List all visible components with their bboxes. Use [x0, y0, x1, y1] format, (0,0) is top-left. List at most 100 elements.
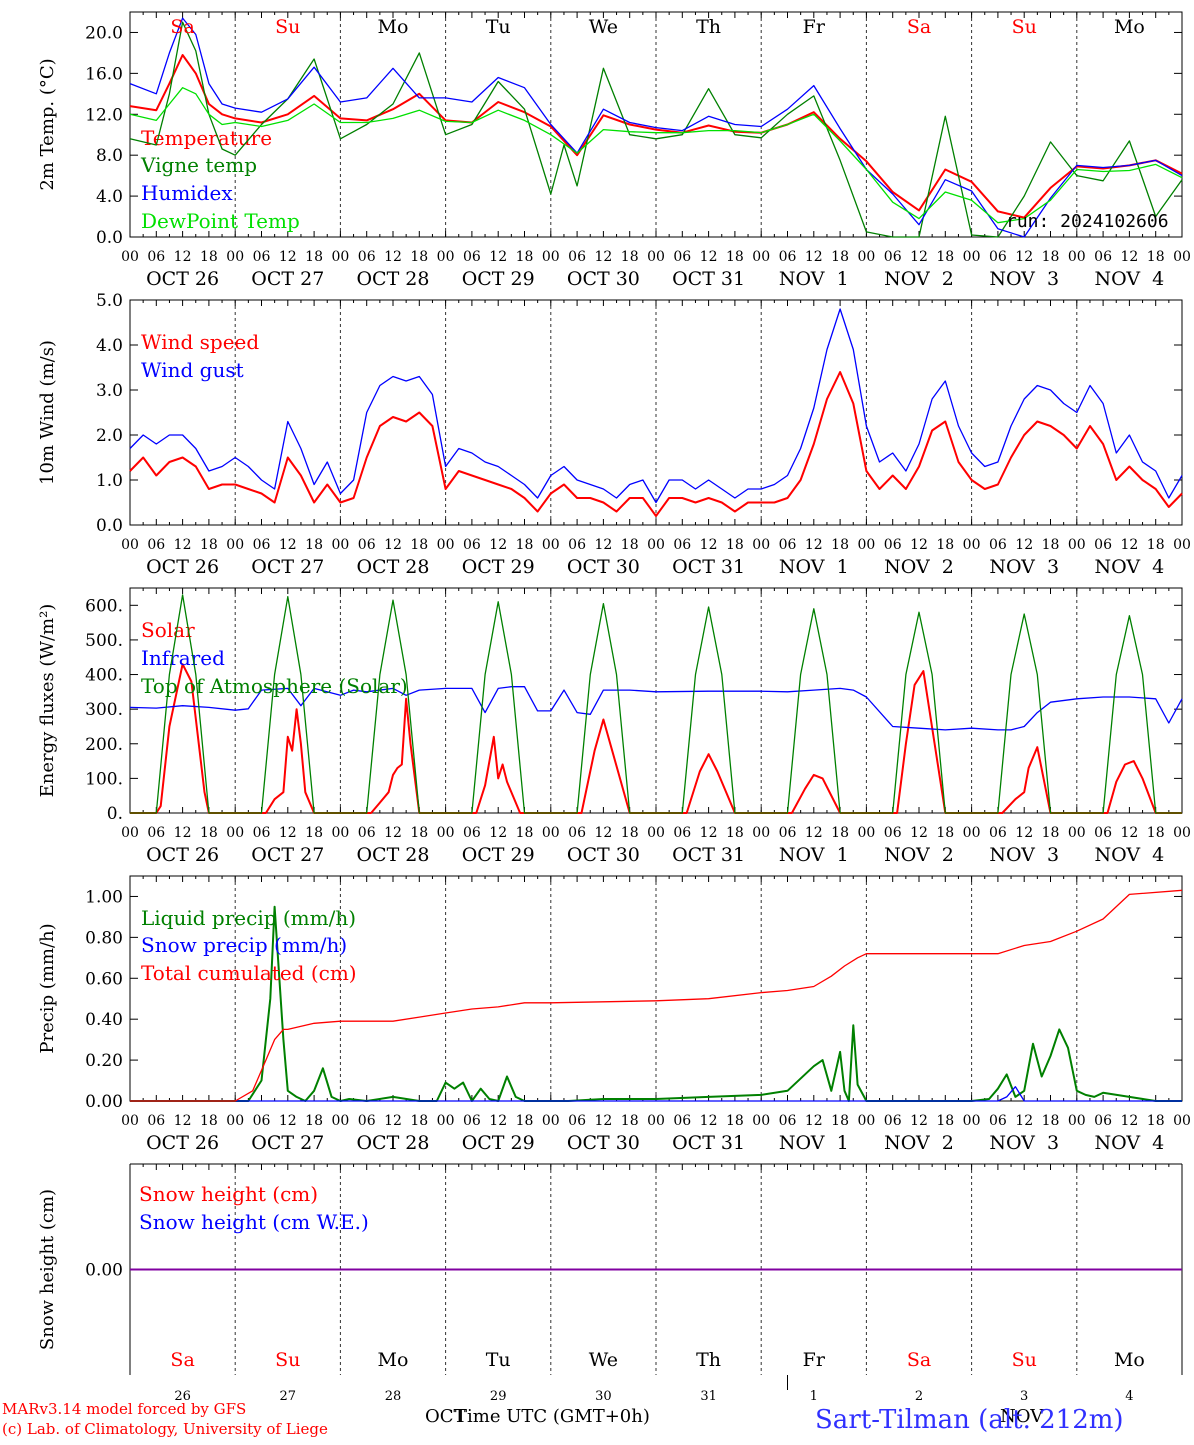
- series-line-infrared: [129, 686, 1183, 731]
- legend-entry: Snow height (cm W.E.): [139, 1210, 369, 1234]
- day-name: Th: [696, 16, 721, 38]
- x-axis-title: Time UTC (GMT+0h): [455, 1406, 650, 1427]
- date-label: OCT 27: [251, 844, 324, 866]
- date-label: OCT 29: [462, 268, 535, 290]
- hour-label: 06: [673, 1113, 691, 1129]
- hour-label: 12: [174, 537, 192, 553]
- hour-label: 00: [963, 537, 981, 553]
- hour-label: 12: [489, 825, 507, 841]
- hour-label: 12: [384, 537, 402, 553]
- hour-label: 12: [279, 537, 297, 553]
- hour-label: 18: [410, 537, 428, 553]
- date-label: OCT 30: [567, 844, 640, 866]
- hour-label: 06: [673, 537, 691, 553]
- hour-label: 00: [542, 1113, 560, 1129]
- hour-label: 18: [1147, 537, 1165, 553]
- y-tick-label: 5.0: [96, 291, 123, 311]
- hour-label: 06: [779, 249, 797, 265]
- y-tick-label: 0.0: [96, 228, 123, 248]
- hour-label: 00: [1173, 825, 1191, 841]
- y-tick-label: 600.: [85, 596, 123, 616]
- hour-label: 06: [884, 825, 902, 841]
- legend-entry: Infrared: [141, 646, 225, 670]
- date-label: NOV 1: [779, 844, 849, 866]
- hour-label: 00: [1068, 537, 1086, 553]
- hour-label: 18: [410, 825, 428, 841]
- hour-label: 06: [568, 825, 586, 841]
- hour-label: 06: [147, 249, 165, 265]
- hour-label: 00: [857, 1113, 875, 1129]
- hour-label: 18: [305, 825, 323, 841]
- day-name: Sa: [170, 16, 194, 38]
- hour-label: 00: [857, 537, 875, 553]
- panel-3: 0. 100. 200. 300. 400. 500. 600. Energy fluxes …: [37, 587, 1191, 866]
- hour-label: 06: [568, 249, 586, 265]
- date-label: NOV 1: [779, 556, 849, 578]
- panel-4: 0.00 0.20 0.40 0.60 0.80 1.00 Precip (mm/h) Liq…: [37, 875, 1191, 1154]
- hour-label: 18: [200, 249, 218, 265]
- series-line-temperature: [129, 54, 1183, 219]
- hour-label: 00: [752, 537, 770, 553]
- y-axis-label: 10m Wind (m/s): [37, 340, 58, 485]
- y-tick-label: 0.00: [85, 1092, 123, 1112]
- day-number: 30: [595, 1389, 612, 1404]
- date-label: OCT 28: [356, 556, 429, 578]
- hour-label: 12: [1015, 825, 1033, 841]
- hour-label: 06: [884, 537, 902, 553]
- hour-label: 06: [884, 1113, 902, 1129]
- y-tick-label: 4.0: [96, 336, 123, 356]
- hour-label: 18: [1147, 825, 1165, 841]
- hour-label: 18: [621, 825, 639, 841]
- date-label: NOV 3: [989, 844, 1059, 866]
- hour-label: 18: [1147, 249, 1165, 265]
- hour-label: 00: [1173, 1113, 1191, 1129]
- hour-label: 00: [331, 537, 349, 553]
- hour-label: 18: [410, 1113, 428, 1129]
- day-name: Sa: [907, 16, 931, 38]
- y-tick-label: 0.60: [85, 969, 123, 989]
- hour-label: 12: [384, 825, 402, 841]
- day-name: Mo: [378, 16, 409, 38]
- hour-label: 18: [621, 537, 639, 553]
- hour-label: 00: [437, 537, 455, 553]
- panel-5: 0.00 Snow height (cm) Snow height (cm) Snow…: [37, 1163, 1183, 1404]
- day-name-bottom: Mo: [1114, 1349, 1145, 1371]
- hour-label: 12: [805, 1113, 823, 1129]
- hour-label: 12: [384, 1113, 402, 1129]
- legend-entry: Snow precip (mm/h): [141, 933, 347, 957]
- hour-label: 12: [700, 1113, 718, 1129]
- hour-label: 00: [331, 1113, 349, 1129]
- hour-label: 18: [516, 249, 534, 265]
- hour-label: 12: [279, 249, 297, 265]
- hour-label: 00: [121, 537, 139, 553]
- hour-label: 00: [121, 1113, 139, 1129]
- hour-label: 06: [253, 249, 271, 265]
- y-axis-label: Energy fluxes (W/m²): [37, 604, 58, 798]
- hour-label: 18: [1042, 249, 1060, 265]
- footer-month-left: OCT: [425, 1406, 466, 1427]
- hour-label: 18: [726, 825, 744, 841]
- hour-label: 18: [1042, 1113, 1060, 1129]
- hour-label: 00: [1068, 1113, 1086, 1129]
- day-name: Su: [1012, 16, 1037, 38]
- hour-label: 12: [174, 249, 192, 265]
- hour-label: 18: [200, 537, 218, 553]
- legend-entry: Total cumulated (cm): [141, 961, 357, 985]
- date-label: NOV 3: [989, 268, 1059, 290]
- hour-label: 00: [226, 537, 244, 553]
- hour-label: 12: [489, 249, 507, 265]
- hour-label: 12: [700, 249, 718, 265]
- y-axis-label: 2m Temp. (°C): [37, 58, 58, 190]
- series-line-total-cumulated-cm-: [130, 889, 1183, 1102]
- hour-label: 06: [779, 825, 797, 841]
- hour-label: 06: [463, 1113, 481, 1129]
- hour-label: 00: [226, 825, 244, 841]
- hour-label: 06: [147, 825, 165, 841]
- hour-label: 06: [253, 825, 271, 841]
- day-number: 31: [700, 1389, 717, 1404]
- panels: 0.04.08.012.016.020.02m Temp. (°C) Temper…: [37, 11, 1191, 1404]
- hour-label: 18: [936, 1113, 954, 1129]
- y-tick-label: 0.40: [85, 1010, 123, 1030]
- date-label: OCT 28: [356, 268, 429, 290]
